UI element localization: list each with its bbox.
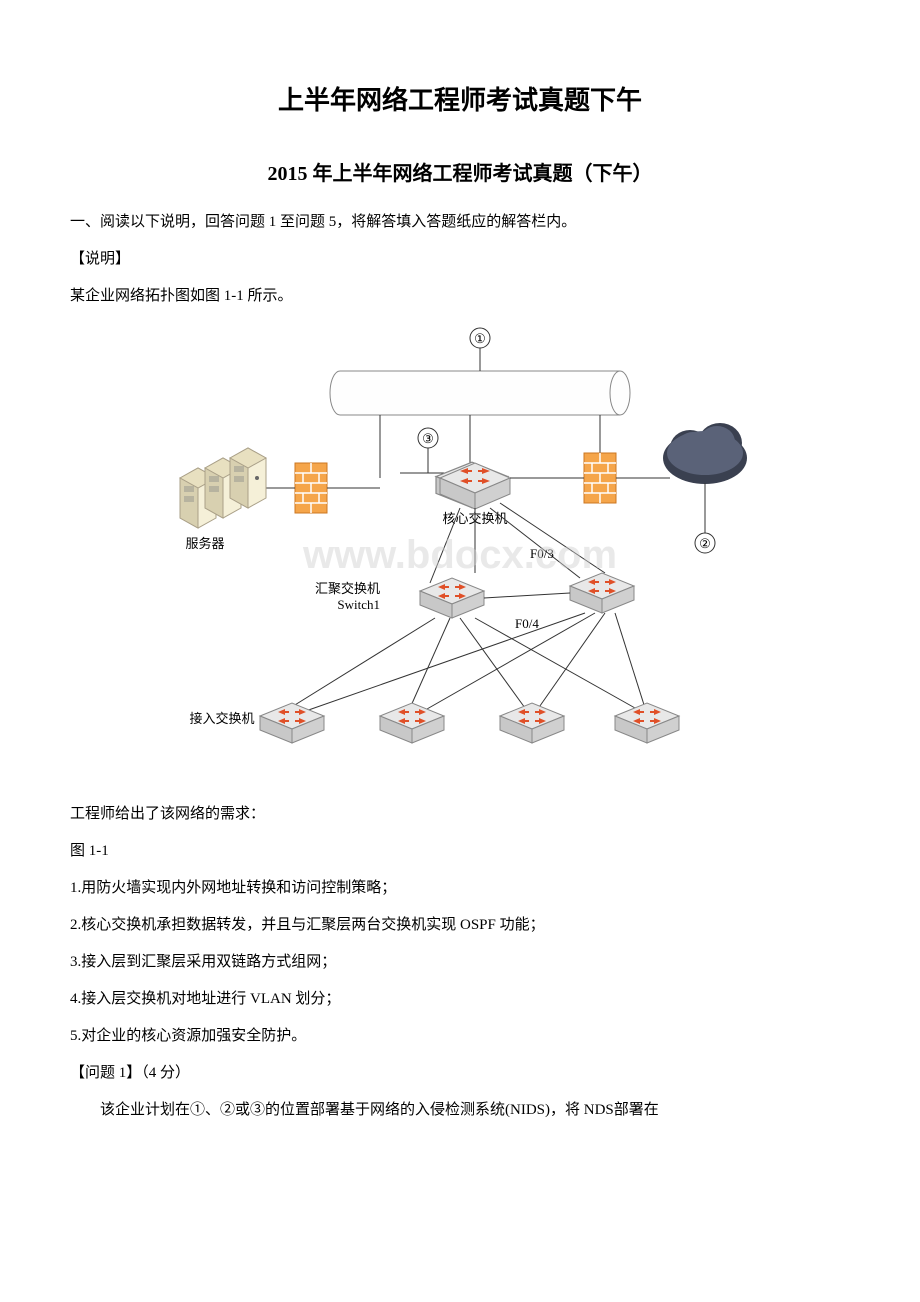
question-1-label: 【问题 1】（4 分） <box>70 1057 850 1090</box>
figure-caption: 图 1-1 <box>70 835 850 868</box>
paragraph-topology-intro: 某企业网络拓扑图如图 1-1 所示。 <box>70 280 850 313</box>
access-switch-label: 接入交换机 <box>189 711 254 726</box>
marker-1-label: ① <box>474 331 486 346</box>
paragraph-intro: 一、阅读以下说明，回答问题 1 至问题 5，将解答填入答题纸应的解答栏内。 <box>70 206 850 239</box>
agg-switch-left-icon <box>420 578 484 618</box>
access-switch-icon <box>500 703 564 743</box>
page-subtitle: 2015 年上半年网络工程师考试真题（下午） <box>70 157 850 186</box>
agg-switch-label-1: 汇聚交换机 <box>315 581 380 596</box>
marker-3-label: ③ <box>422 431 434 446</box>
firewall-right-icon <box>584 453 616 503</box>
access-switch-icon <box>260 703 324 743</box>
cloud-icon <box>663 423 747 484</box>
requirement-3: 3.接入层到汇聚层采用双链路方式组网； <box>70 946 850 979</box>
watermark: www.bdocx.com <box>302 533 617 577</box>
bus-cylinder <box>330 371 630 415</box>
paragraph-explain-label: 【说明】 <box>70 243 850 276</box>
network-diagram: ① 服务器 ③ <box>70 323 850 783</box>
question-1-text: 该企业计划在①、②或③的位置部署基于网络的入侵检测系统(NIDS)，将 NDS部… <box>70 1094 850 1127</box>
paragraph-requirements-intro: 工程师给出了该网络的需求： <box>70 798 850 831</box>
servers-label: 服务器 <box>185 536 224 551</box>
agg-switch-right-icon <box>570 573 634 613</box>
requirement-4: 4.接入层交换机对地址进行 VLAN 划分； <box>70 983 850 1016</box>
requirement-2: 2.核心交换机承担数据转发，并且与汇聚层两台交换机实现 OSPF 功能； <box>70 909 850 942</box>
requirement-5: 5.对企业的核心资源加强安全防护。 <box>70 1020 850 1053</box>
marker-2-label: ② <box>699 536 711 551</box>
server-icon <box>230 448 266 508</box>
requirement-1: 1.用防火墙实现内外网地址转换和访问控制策略； <box>70 872 850 905</box>
agg-switch-label-2: Switch1 <box>337 597 380 612</box>
firewall-left-icon <box>295 463 327 513</box>
access-switch-icon <box>615 703 679 743</box>
access-switch-icon <box>380 703 444 743</box>
port-f04-label: F0/4 <box>515 616 539 631</box>
page-title: 上半年网络工程师考试真题下午 <box>70 80 850 117</box>
